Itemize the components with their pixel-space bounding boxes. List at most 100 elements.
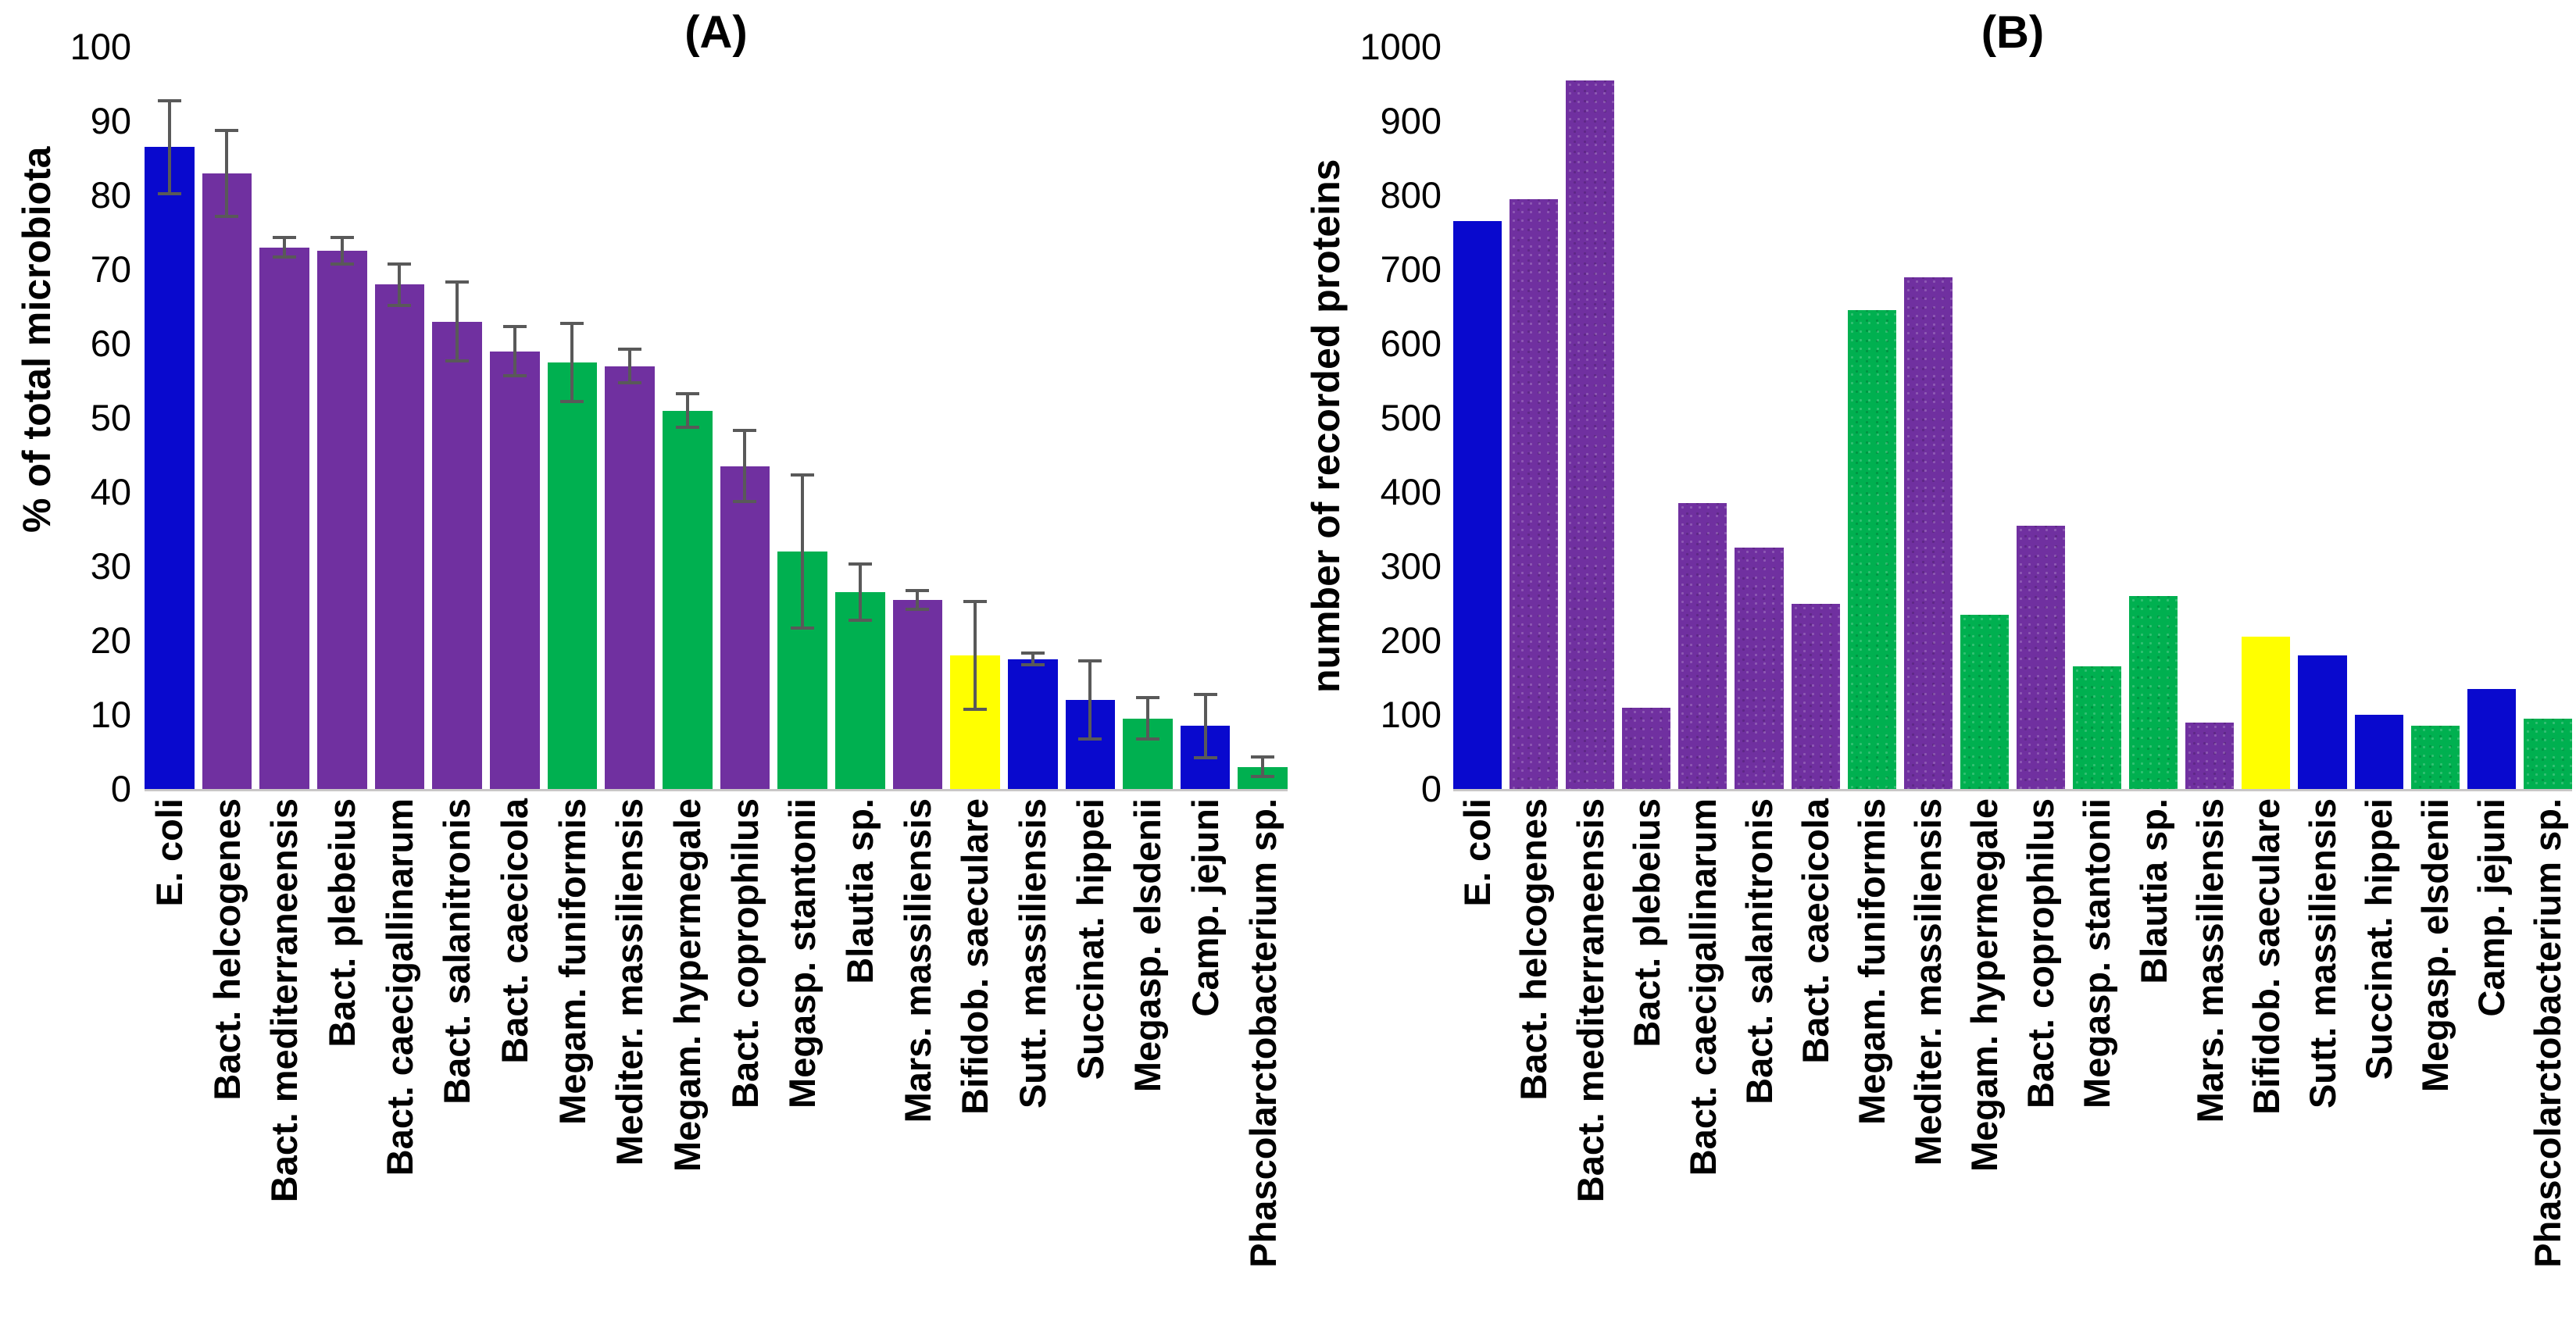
y-tick-label: 600 (1380, 323, 1442, 364)
bar-b-1 (1510, 198, 1559, 790)
bar-cell (2016, 47, 2066, 790)
bar-cell (1238, 47, 1288, 789)
x-category-label: Bact. caecigallinarum (1681, 798, 1724, 1176)
bar-a-15 (1007, 659, 1058, 789)
bar-cell (2185, 47, 2235, 789)
bar-b-8 (1903, 277, 1953, 789)
x-label-cell: Bifidob. saeculare (2242, 798, 2290, 1328)
bar-cell (1622, 47, 1671, 789)
x-label-cell: Megam. funiformis (1848, 798, 1896, 1328)
bar-a-3 (316, 251, 367, 789)
x-label-cell: Camp. jejuni (2467, 798, 2516, 1328)
y-tick-label: 0 (110, 768, 131, 809)
x-label-cell: Bact. caecicola (1792, 798, 1840, 1328)
bar-cell (1065, 47, 1116, 789)
bar-a-13 (892, 599, 943, 789)
x-label-cell: Megasp. stantonii (2073, 798, 2121, 1328)
bar-cell (662, 47, 713, 789)
x-category-label: Bifidob. saeculare (2245, 798, 2287, 1115)
bar-cell (2354, 47, 2403, 789)
y-tick-label: 700 (1380, 248, 1442, 290)
bar-cell (547, 47, 598, 789)
bar-cell (259, 47, 309, 789)
y-tick-label: 60 (90, 323, 131, 364)
x-category-label: E. coli (1456, 798, 1499, 907)
error-bar (157, 98, 181, 195)
bar-b-9 (1960, 614, 2010, 790)
bar-a-10 (720, 466, 770, 789)
y-tick-label: 80 (90, 174, 131, 216)
y-tick-label: 0 (1420, 768, 1442, 809)
bar-b-12 (2129, 596, 2178, 789)
bar-cell (2073, 47, 2122, 789)
x-label-cell: Mars. massiliensis (2185, 798, 2234, 1328)
bar-b-4 (1678, 503, 1727, 789)
panel-b-title: (B) (1981, 7, 2045, 58)
x-category-label: Megam. funiformis (1851, 798, 1893, 1125)
bar-cell (605, 47, 655, 789)
y-tick-label: 100 (1380, 694, 1442, 735)
y-tick-label: 90 (90, 100, 131, 141)
error-bar (675, 391, 699, 430)
error-bar (1135, 696, 1159, 741)
bar-a-5 (432, 321, 482, 789)
bar-cell (2467, 47, 2516, 789)
bar-a-1 (202, 173, 252, 789)
x-label-cell: Megasp. elsdenii (2411, 798, 2460, 1328)
error-bar (1078, 659, 1102, 741)
x-label-cell: Bact. mediterraneensis (1566, 798, 1614, 1328)
bar-b-6 (1791, 603, 1840, 789)
error-bar (618, 347, 642, 385)
x-label-cell: Bact. plebeius (1622, 798, 1670, 1328)
x-label-cell: Mediter. massiliensis (1904, 798, 1953, 1328)
bar-b-0 (1453, 221, 1502, 789)
x-category-label: Bact. mediterraneensis (1569, 798, 1611, 1203)
x-category-label: Bact. caecicola (1794, 798, 1836, 1064)
y-tick-label: 900 (1380, 100, 1442, 141)
bar-cell (1903, 47, 1953, 789)
bar-cell (202, 47, 252, 789)
bar-cell (1180, 47, 1231, 789)
x-category-label: Bact. helcogenes (1513, 798, 1555, 1101)
y-tick-label: 10 (90, 694, 131, 735)
y-tick-label: 20 (90, 619, 131, 661)
bar-cell (2129, 47, 2178, 789)
panel-a-plot-area (145, 47, 1288, 791)
x-category-label: Mediter. massiliensis (1907, 798, 1949, 1166)
error-bar (215, 128, 239, 218)
x-category-label: Succinat. hippei (2357, 798, 2399, 1080)
error-bar (330, 236, 354, 266)
bar-cell (2523, 47, 2572, 790)
y-tick-label: 200 (1380, 619, 1442, 661)
bar-b-13 (2185, 722, 2235, 789)
x-category-label: Blautia sp. (2132, 798, 2174, 984)
bar-cell (1735, 47, 1784, 789)
error-bar (273, 236, 297, 259)
bar-a-4 (374, 284, 425, 789)
x-category-label: Bact. plebeius (1625, 798, 1667, 1048)
bar-b-3 (1622, 707, 1671, 789)
bar-b-16 (2354, 715, 2403, 789)
bar-cell (777, 47, 827, 789)
y-tick-label: 800 (1380, 174, 1442, 216)
x-label-cell: Blautia sp. (2129, 798, 2178, 1328)
bar-cell (489, 47, 540, 789)
bar-cell (1678, 47, 1727, 789)
y-tick-label: 40 (90, 471, 131, 512)
x-category-label: Mars. massiliensis (2188, 798, 2231, 1123)
x-label-cell: Bact. helcogenes (1510, 798, 1558, 1328)
panel-a-bars (145, 47, 1288, 789)
bar-cell (374, 47, 425, 789)
bar-a-0 (145, 147, 195, 789)
bar-cell (834, 47, 885, 789)
bar-b-5 (1735, 548, 1784, 789)
bar-b-2 (1566, 80, 1615, 790)
y-tick-label: 300 (1380, 545, 1442, 587)
bar-cell (145, 47, 195, 789)
x-label-cell: Bact. caecigallinarum (1678, 798, 1727, 1328)
bar-cell (1007, 47, 1058, 789)
bar-cell (1847, 47, 1896, 789)
x-category-label: Sutt. massiliensis (2301, 798, 2343, 1109)
x-category-label: Phascolarctobacterium sp. (2527, 798, 2569, 1268)
